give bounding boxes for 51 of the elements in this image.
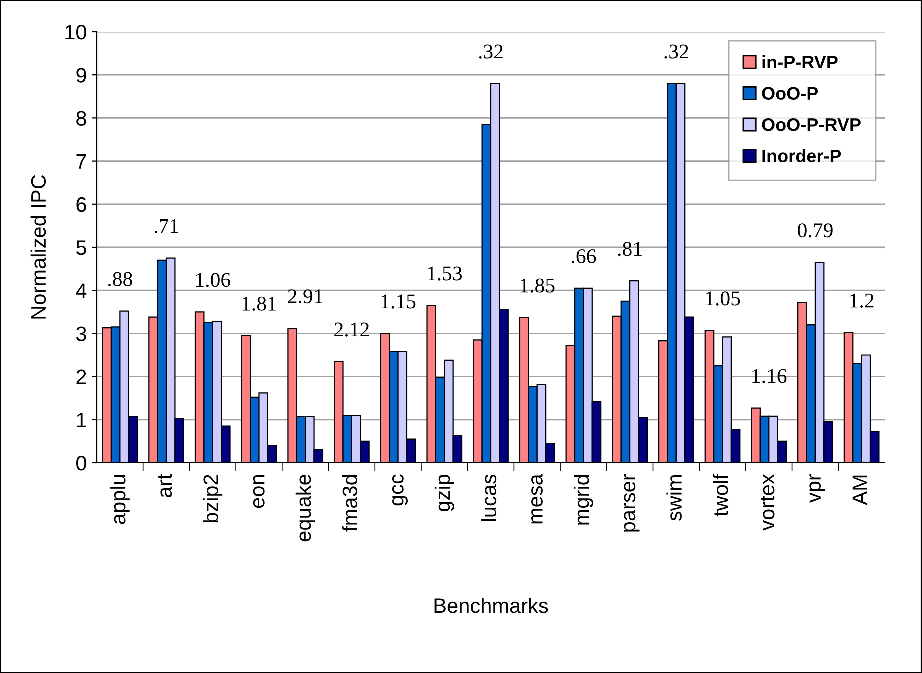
x-tick-label: eon	[253, 475, 265, 508]
annotation: .32	[479, 44, 503, 59]
y-tick-label: 2	[76, 370, 86, 384]
y-axis-title: Normalized IPC	[30, 175, 46, 319]
y-tick-label: 5	[76, 240, 86, 256]
annotation: 2.12	[334, 322, 370, 337]
annotation: .71	[154, 219, 178, 234]
y-tick-label: 0	[76, 456, 86, 471]
x-tick-label: swim	[666, 475, 682, 521]
annotation: 1.2	[850, 294, 874, 308]
annotation: 1.05	[706, 292, 740, 306]
y-tick-label: 3	[76, 326, 86, 342]
annotation: .32	[664, 44, 688, 59]
x-tick-label: gzip	[434, 474, 454, 512]
annotation: .81	[618, 242, 642, 256]
x-axis-title: Benchmarks	[434, 598, 548, 614]
x-tick-label: lucas	[481, 474, 497, 522]
y-tick-label: 8	[76, 111, 86, 126]
annotation: .88	[108, 272, 132, 286]
x-tick-label: art	[158, 474, 172, 498]
y-tick-label: 9	[76, 68, 86, 83]
legend-label: OoO-P	[762, 87, 818, 100]
annotation: 1.81	[242, 296, 276, 311]
y-tick-label: 7	[76, 154, 86, 169]
legend-label: Inorder-P	[762, 149, 842, 163]
x-tick-label: vortex	[761, 474, 775, 531]
annotation: 0.79	[798, 224, 833, 238]
legend-label: OoO-P-RVP	[762, 118, 861, 132]
y-tick-label: 10	[66, 25, 86, 40]
annotation: 1.16	[752, 369, 787, 384]
annotation: 1.85	[520, 278, 555, 293]
annotation: 1.06	[196, 273, 230, 288]
x-tick-label: mgrid	[574, 475, 594, 525]
x-tick-label: bzip2	[203, 475, 223, 523]
x-tick-label: AM	[852, 476, 868, 506]
annotation: .66	[572, 249, 596, 264]
x-tick-label: twolf	[713, 474, 728, 517]
x-tick-label: applu	[110, 475, 130, 524]
legend-label: in-P-RVP	[762, 55, 838, 69]
annotation: 1.15	[382, 294, 416, 309]
annotation: 1.53	[428, 266, 462, 281]
annotation: 2.91	[288, 290, 323, 304]
x-tick-label: fma3d	[342, 475, 358, 532]
x-tick-label: equake	[296, 475, 316, 542]
x-tick-label: vpr	[810, 474, 826, 503]
y-tick-label: 6	[76, 197, 86, 212]
x-tick-label: parser	[624, 474, 640, 532]
y-tick-label: 4	[76, 284, 87, 298]
y-tick-label: 1	[77, 413, 86, 428]
x-tick-label: mesa	[532, 474, 543, 524]
x-tick-label: gcc	[392, 474, 408, 506]
